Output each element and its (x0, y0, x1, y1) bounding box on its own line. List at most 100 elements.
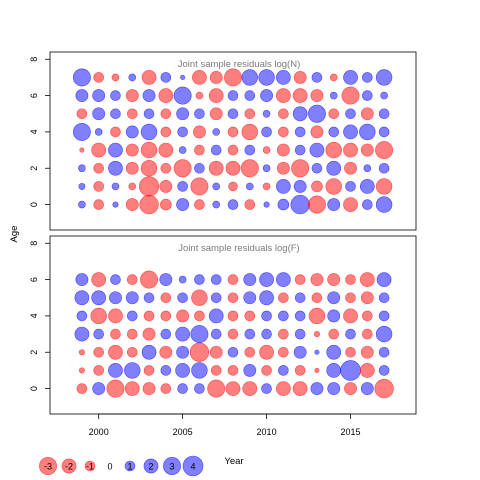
y-axis-label: Age (9, 226, 20, 243)
residual-bubble (192, 70, 207, 85)
residual-bubble (327, 273, 341, 287)
legend-label: -1 (86, 462, 94, 472)
residual-bubble (72, 122, 91, 141)
residual-bubble (178, 275, 187, 284)
residual-bubble (243, 363, 257, 377)
x-axis: 2000 2005 2010 2015 (89, 413, 361, 437)
residual-bubble (93, 365, 104, 376)
residual-bubble (177, 126, 188, 138)
residual-bubble (343, 124, 358, 140)
residual-bubble (359, 179, 375, 194)
residual-bubble (261, 383, 272, 394)
residual-bubble (363, 164, 372, 173)
residual-bubble (110, 90, 121, 101)
residual-bubble (378, 365, 390, 376)
residual-bubble (209, 71, 223, 84)
residual-bubble (278, 365, 289, 376)
residual-bubble (208, 160, 224, 176)
residual-bubble (93, 199, 104, 210)
residual-bubble (210, 274, 222, 285)
residual-bubble (177, 292, 188, 304)
residual-bubble (375, 141, 394, 160)
legend-label: 2 (148, 462, 153, 472)
residual-bubble (275, 272, 291, 287)
residual-bubble (261, 126, 272, 138)
residual-bubble (276, 143, 290, 157)
residual-bubble (142, 382, 156, 395)
residual-bubble (141, 344, 157, 360)
residual-bubble (344, 382, 357, 395)
residual-bubble (191, 362, 208, 379)
residual-bubble (140, 160, 158, 177)
y-tick-label: 2 (29, 166, 39, 171)
residual-bubble (313, 331, 320, 338)
panel-title: Joint sample residuals log(F) (178, 243, 299, 254)
residual-bubble (244, 328, 256, 340)
legend-bubble (84, 460, 96, 472)
residual-bubble (343, 142, 358, 158)
y-tick-label: 0 (29, 202, 39, 207)
residual-bubble (244, 346, 256, 358)
residual-bubble (225, 381, 241, 396)
residual-bubble (359, 363, 375, 378)
residual-bubble (294, 126, 306, 138)
residual-bubble (240, 159, 259, 178)
residual-bubble (327, 291, 341, 305)
residual-bubble (275, 179, 291, 194)
residual-bubble (112, 201, 119, 208)
residual-bubble (142, 327, 156, 341)
residual-bubble (140, 141, 158, 159)
residual-bubble (307, 104, 326, 123)
residual-bubble (210, 328, 222, 340)
residual-bubble (328, 108, 340, 120)
residual-bubble (190, 325, 209, 344)
residual-bubble (212, 128, 221, 136)
bubble-size-legend: -3 -2 -1 0 1 2 3 4 (39, 455, 204, 477)
residual-bubble (93, 346, 104, 358)
residual-bubble (360, 345, 374, 359)
residual-bubble (311, 180, 323, 193)
residual-bubble (210, 365, 222, 376)
residual-bubble (143, 108, 155, 120)
residual-bubble (275, 381, 291, 396)
residual-bubble (360, 143, 374, 157)
residual-bubble (126, 310, 138, 322)
legend-bubble (182, 455, 204, 477)
residual-bubble (143, 365, 155, 376)
residual-bubble (124, 381, 140, 396)
legend-label: -3 (44, 462, 52, 472)
x-tick-label: 2015 (341, 427, 361, 437)
residual-bubble (160, 72, 172, 83)
residual-bubble (125, 143, 139, 157)
residual-bubble (194, 144, 205, 156)
residual-bubble (294, 292, 306, 304)
residual-bubble (176, 345, 190, 359)
y-tick-label: 2 (29, 350, 39, 355)
residual-bubble (244, 144, 256, 156)
residual-bubble (189, 342, 210, 362)
residual-bubble (160, 328, 172, 340)
residual-bubble (207, 379, 226, 398)
residual-bubble (314, 367, 320, 373)
residual-bubble (325, 178, 342, 195)
residual-bubble (76, 383, 88, 394)
residual-bubble (125, 291, 139, 305)
residual-bubble (227, 346, 239, 358)
residual-bubble (290, 194, 310, 215)
residual-bubble (110, 108, 121, 120)
residual-bubble (375, 69, 393, 86)
residual-bubble (360, 107, 374, 121)
residual-bubble (160, 126, 172, 138)
residual-bubble (227, 144, 239, 156)
legend-label: 1 (127, 462, 132, 472)
residual-bubble (309, 142, 325, 158)
residual-bubble (275, 70, 291, 85)
residual-bubble (275, 88, 291, 103)
y-tick-label: 0 (29, 386, 39, 391)
residual-bubble (159, 273, 173, 287)
residual-bubble (360, 382, 374, 395)
residual-bubble (177, 383, 188, 394)
residual-bubble (278, 126, 289, 138)
y-tick-label: 4 (29, 129, 39, 134)
panel-title: Joint sample residuals log(N) (178, 59, 301, 70)
